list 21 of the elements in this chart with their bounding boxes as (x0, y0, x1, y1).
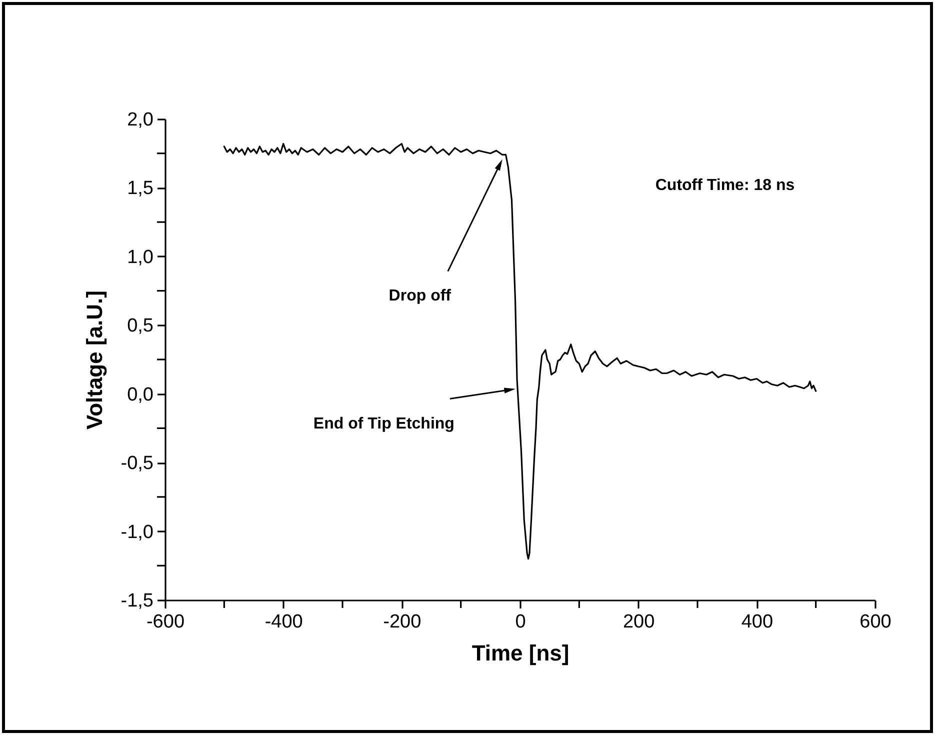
x-tick-label: -400 (264, 612, 303, 632)
line-series (223, 142, 817, 560)
y-tick-label: -1,0 (120, 522, 154, 543)
x-tick-label: 600 (860, 612, 892, 632)
y-tick-label: -0,5 (120, 453, 154, 474)
x-tick-label: 400 (741, 612, 774, 632)
annotation: Drop off (388, 287, 452, 304)
x-tick-label: -600 (146, 612, 185, 632)
y-tick-label: 1,0 (127, 246, 154, 268)
y-tick-label: 2,0 (127, 110, 154, 130)
x-axis-title: Time [ns] (472, 640, 570, 666)
annotation: End of Tip Etching (313, 416, 454, 433)
x-tick-label: 0 (515, 612, 526, 632)
y-tick-label: 1,5 (127, 178, 154, 200)
annotation: Cutoff Time: 18 ns (655, 177, 795, 194)
y-tick-label: 0,0 (127, 384, 154, 406)
x-tick-label: 200 (622, 612, 655, 632)
y-axis-title: Voltage [a.U.] (82, 290, 107, 430)
y-tick-label: -1,5 (120, 590, 154, 612)
x-tick-label: -200 (383, 612, 422, 632)
y-tick-label: 0,5 (127, 316, 154, 337)
